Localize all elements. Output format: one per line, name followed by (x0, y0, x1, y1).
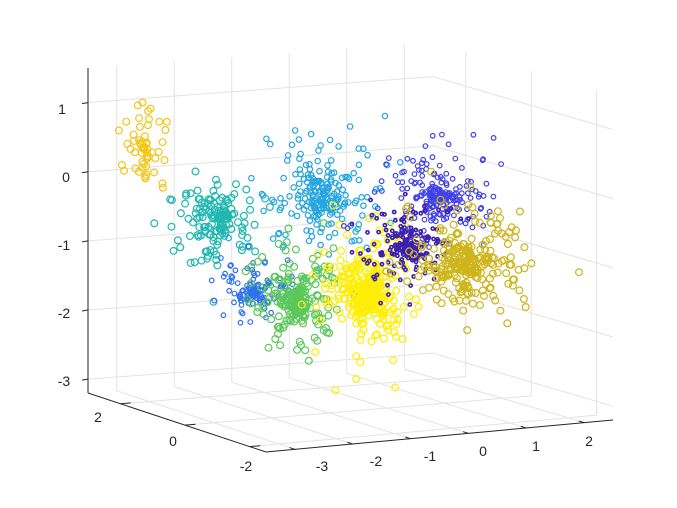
x-tick-label: -2 (370, 453, 383, 469)
grid-lines (87, 44, 614, 450)
cluster-1-points (114, 98, 171, 192)
y-tick-label: 0 (169, 433, 177, 449)
x-tick-mark (347, 441, 353, 445)
y-tick-mark (185, 423, 196, 426)
x-floor-grid-line (231, 381, 411, 440)
y-tick-mark (120, 402, 131, 405)
z-tick-label: 0 (62, 169, 70, 185)
cluster-2-points (150, 167, 274, 306)
x-tick-label: -3 (316, 458, 329, 474)
y-floor-grid-line (249, 414, 597, 448)
z-tick-label: 1 (58, 101, 66, 117)
z-tick-mark (81, 309, 89, 312)
y-tick-label: 2 (94, 409, 102, 425)
y-floor-grid-line (120, 376, 466, 405)
z-tick-label: -1 (58, 237, 71, 253)
x-tick-label: 2 (585, 433, 593, 449)
x-floor-grid-line (116, 390, 296, 450)
x-tick-label: 1 (532, 438, 540, 454)
x-tick-mark (289, 447, 296, 450)
x-tick-label: -1 (424, 448, 437, 464)
y-tick-mark (249, 445, 261, 448)
z-wall-grid-line (432, 76, 614, 131)
y-axis-line (87, 392, 267, 453)
z-tick-mark (81, 102, 89, 105)
x-tick-mark (578, 420, 585, 424)
y-floor-grid-line (185, 395, 532, 426)
cluster-6-points (297, 201, 423, 395)
z-tick-label: -2 (58, 305, 71, 321)
z-tick-mark (81, 378, 89, 381)
cluster-3-points (225, 112, 404, 300)
z-tick-mark (81, 240, 89, 243)
x-tick-mark (520, 425, 527, 429)
tick-marks (81, 102, 585, 450)
x-axis-line (265, 419, 614, 453)
x-tick-mark (462, 431, 469, 434)
z-tick-mark (81, 171, 89, 174)
cluster-5-points (241, 219, 341, 365)
z-wall-grid-line (432, 352, 614, 407)
x-floor-grid-line (346, 373, 527, 429)
axes (87, 68, 614, 453)
x-floor-grid-line (289, 377, 469, 434)
y-tick-label: -2 (240, 458, 253, 474)
tick-labels: 1 0 -1 -2 -3 2 0 -2 -3 -2 -1 0 1 2 (58, 101, 593, 474)
z-wall-grid-line (87, 352, 434, 380)
x-floor-grid-line (404, 368, 585, 424)
z-wall-grid-line (432, 145, 614, 200)
cluster-9-points (382, 167, 583, 335)
x-tick-mark (405, 436, 411, 440)
x-floor-grid-line (174, 386, 353, 445)
data-points (114, 98, 583, 395)
x-tick-label: 0 (479, 443, 487, 459)
z-wall-grid-line (87, 76, 434, 104)
z-tick-label: -3 (58, 373, 71, 389)
